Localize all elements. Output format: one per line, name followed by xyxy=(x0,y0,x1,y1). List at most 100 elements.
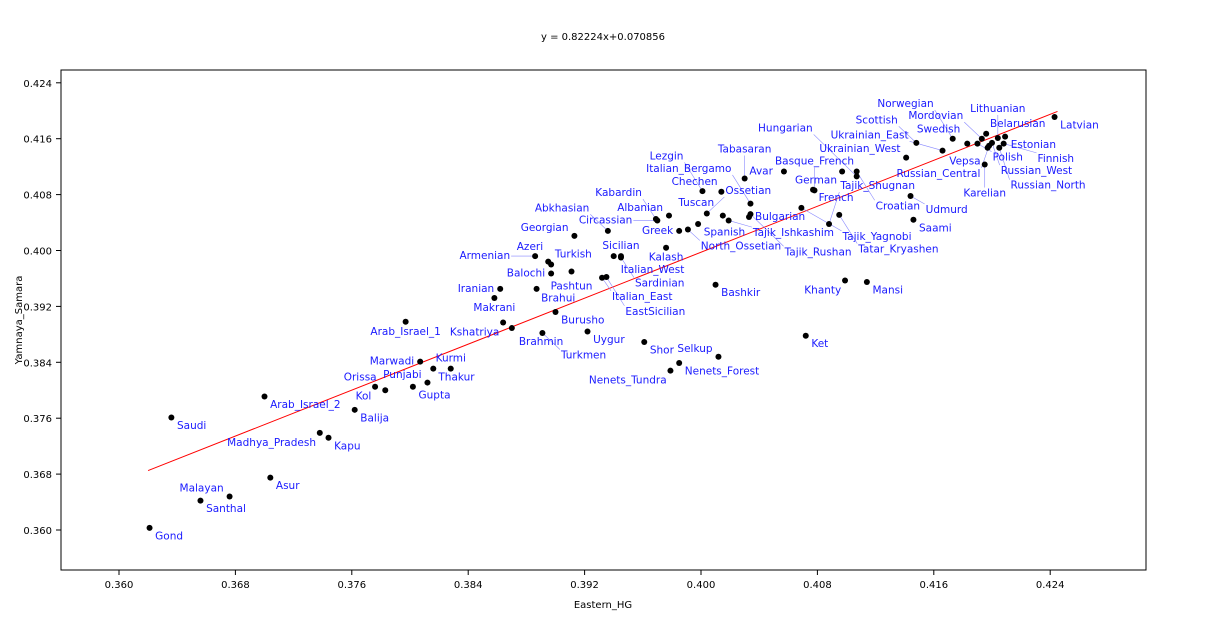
data-point xyxy=(949,135,956,142)
point-label: Vepsa xyxy=(949,156,980,168)
point-label: Avar xyxy=(749,166,773,178)
point-label: Khanty xyxy=(804,284,841,296)
data-point xyxy=(964,140,971,147)
point-label: Ukrainian_West xyxy=(819,143,900,155)
data-point xyxy=(667,367,674,374)
data-point xyxy=(853,168,860,175)
data-point xyxy=(676,227,683,234)
data-point xyxy=(197,497,204,504)
point-labels: Swedish Polish Belarusian Russian_West Russi… xyxy=(155,98,1099,542)
point-label: Armenian xyxy=(459,250,510,262)
point-label: Russian_North xyxy=(1011,180,1086,192)
data-point xyxy=(747,200,754,207)
trendline xyxy=(147,111,1058,472)
data-point xyxy=(402,318,409,325)
data-point xyxy=(663,244,670,251)
y-tick-label: 0.400 xyxy=(23,247,52,258)
point-label: Georgian xyxy=(521,222,569,234)
point-label: Lithuanian xyxy=(970,103,1025,115)
data-point xyxy=(316,429,323,436)
label-leader-line xyxy=(998,147,1010,180)
data-point xyxy=(974,140,981,147)
y-tick-label: 0.424 xyxy=(23,79,52,90)
label-leader-line xyxy=(813,134,857,177)
y-axis-label: Yamnaya_Samara xyxy=(14,276,25,366)
point-label: Norwegian xyxy=(877,98,933,110)
data-point xyxy=(1000,140,1007,147)
point-label: Tajik_Rushan xyxy=(784,246,852,258)
point-label: Spanish xyxy=(704,226,745,238)
point-label: Arab_Israel_2 xyxy=(270,399,340,411)
data-point xyxy=(811,187,818,194)
point-label: Tajik_Ishkashim xyxy=(752,227,834,239)
x-tick-label: 0.376 xyxy=(337,580,366,591)
data-point xyxy=(654,217,661,224)
label-leader-line xyxy=(991,142,1000,166)
label-leader-line xyxy=(801,207,842,232)
data-point xyxy=(617,254,624,261)
point-label: Bashkir xyxy=(721,287,761,299)
y-tick-label: 0.384 xyxy=(23,358,52,369)
point-label: Santhal xyxy=(206,503,246,515)
data-point xyxy=(604,227,611,234)
point-label: Kapu xyxy=(334,440,360,452)
data-point xyxy=(996,144,1003,151)
point-label: Orissa xyxy=(344,372,377,384)
data-point xyxy=(939,147,946,154)
point-label: Italian_West xyxy=(621,264,685,276)
label-leader-line xyxy=(642,198,657,220)
point-label: Kabardin xyxy=(595,187,642,199)
point-label: Asur xyxy=(276,480,300,492)
point-label: Tajik_Yagnobi xyxy=(842,231,912,243)
point-label: Selkup xyxy=(677,343,712,355)
chart-title: y = 0.82224x+0.070856 xyxy=(541,32,665,43)
x-axis-label: Eastern_HG xyxy=(574,600,632,611)
data-point xyxy=(641,339,648,346)
data-point xyxy=(610,253,617,260)
y-tick-label: 0.368 xyxy=(23,470,52,481)
point-label: Thakur xyxy=(437,372,475,384)
data-point xyxy=(351,406,358,413)
label-leaders xyxy=(511,109,1037,350)
data-point xyxy=(699,188,706,195)
point-label: Saudi xyxy=(177,420,206,432)
label-leader-line xyxy=(750,213,784,247)
data-point xyxy=(712,281,719,288)
point-label: Bulgarian xyxy=(755,211,805,223)
point-label: Iranian xyxy=(458,283,495,295)
x-tick-label: 0.368 xyxy=(221,580,250,591)
data-point xyxy=(267,474,274,481)
label-leader-line xyxy=(706,196,725,214)
point-label: Finnish xyxy=(1038,153,1075,165)
data-point xyxy=(863,278,870,285)
label-leader-line xyxy=(934,109,953,139)
data-point xyxy=(146,524,153,531)
x-tick-label: 0.400 xyxy=(687,580,716,591)
label-leader-line xyxy=(684,162,703,192)
data-point xyxy=(718,188,725,195)
point-label: Tabasaran xyxy=(717,144,772,156)
data-point xyxy=(695,220,702,227)
data-point xyxy=(780,168,787,175)
point-label: Estonian xyxy=(1011,139,1056,151)
point-label: Circassian xyxy=(579,214,633,226)
data-point xyxy=(603,274,610,281)
data-point xyxy=(168,414,175,421)
x-tick-label: 0.384 xyxy=(454,580,483,591)
data-point xyxy=(508,325,515,332)
x-tick-label: 0.408 xyxy=(803,580,832,591)
point-label: Tatar_Kryashen xyxy=(857,244,938,256)
point-label: Abkhasian xyxy=(535,202,590,214)
plot-area xyxy=(60,69,1147,571)
data-point xyxy=(568,268,575,275)
point-label: Kurmi xyxy=(436,353,466,365)
point-label: Russian_West xyxy=(1001,165,1073,177)
point-label: Burusho xyxy=(561,314,604,326)
data-point xyxy=(981,161,988,168)
data-point xyxy=(1002,133,1009,140)
data-point xyxy=(665,212,672,219)
data-point xyxy=(584,328,591,335)
point-label: Kshatriya xyxy=(450,326,499,338)
point-label: Croatian xyxy=(876,200,920,212)
data-point xyxy=(983,130,990,137)
